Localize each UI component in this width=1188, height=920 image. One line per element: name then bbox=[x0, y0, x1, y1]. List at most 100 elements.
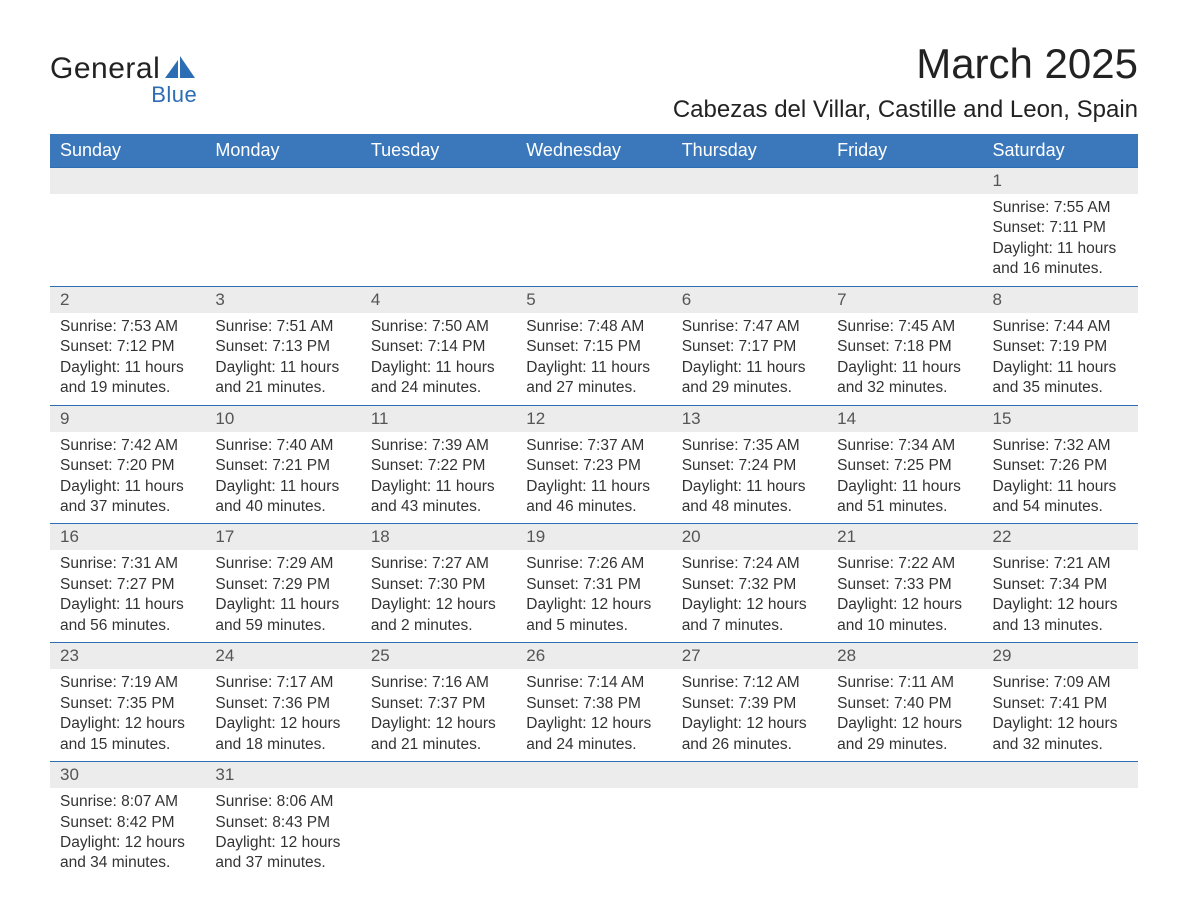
calendar-day-cell: 2Sunrise: 7:53 AMSunset: 7:12 PMDaylight… bbox=[50, 286, 205, 405]
daylight-text: Daylight: 12 hours and 26 minutes. bbox=[682, 714, 817, 755]
daylight-text: Daylight: 12 hours and 13 minutes. bbox=[993, 595, 1128, 636]
calendar-day-cell: 27Sunrise: 7:12 AMSunset: 7:39 PMDayligh… bbox=[672, 643, 827, 762]
sunrise-text: Sunrise: 7:50 AM bbox=[371, 317, 506, 337]
day-details bbox=[672, 788, 827, 848]
daylight-text: Daylight: 11 hours and 46 minutes. bbox=[526, 477, 661, 518]
sunrise-text: Sunrise: 8:07 AM bbox=[60, 792, 195, 812]
sunrise-text: Sunrise: 7:55 AM bbox=[993, 198, 1128, 218]
sunrise-text: Sunrise: 7:22 AM bbox=[837, 554, 972, 574]
sunset-text: Sunset: 7:22 PM bbox=[371, 456, 506, 476]
calendar-day-cell: 5Sunrise: 7:48 AMSunset: 7:15 PMDaylight… bbox=[516, 286, 671, 405]
day-details bbox=[672, 194, 827, 254]
sunset-text: Sunset: 7:31 PM bbox=[526, 575, 661, 595]
day-number: 5 bbox=[516, 287, 671, 313]
day-number: 17 bbox=[205, 524, 360, 550]
sunrise-text: Sunrise: 7:11 AM bbox=[837, 673, 972, 693]
sunrise-text: Sunrise: 7:45 AM bbox=[837, 317, 972, 337]
sunset-text: Sunset: 7:29 PM bbox=[215, 575, 350, 595]
day-details bbox=[361, 788, 516, 848]
sunset-text: Sunset: 7:36 PM bbox=[215, 694, 350, 714]
sunset-text: Sunset: 7:21 PM bbox=[215, 456, 350, 476]
day-details: Sunrise: 8:07 AMSunset: 8:42 PMDaylight:… bbox=[50, 788, 205, 880]
day-number: 10 bbox=[205, 406, 360, 432]
calendar-day-cell: 13Sunrise: 7:35 AMSunset: 7:24 PMDayligh… bbox=[672, 405, 827, 524]
day-number: 25 bbox=[361, 643, 516, 669]
sunset-text: Sunset: 7:24 PM bbox=[682, 456, 817, 476]
day-details bbox=[50, 194, 205, 254]
day-number: 9 bbox=[50, 406, 205, 432]
sunset-text: Sunset: 7:33 PM bbox=[837, 575, 972, 595]
day-details: Sunrise: 7:14 AMSunset: 7:38 PMDaylight:… bbox=[516, 669, 671, 761]
day-number: 27 bbox=[672, 643, 827, 669]
day-details bbox=[205, 194, 360, 254]
day-details: Sunrise: 7:19 AMSunset: 7:35 PMDaylight:… bbox=[50, 669, 205, 761]
sunset-text: Sunset: 7:12 PM bbox=[60, 337, 195, 357]
day-header: Friday bbox=[827, 134, 982, 168]
day-header-row: Sunday Monday Tuesday Wednesday Thursday… bbox=[50, 134, 1138, 168]
sunrise-text: Sunrise: 7:34 AM bbox=[837, 436, 972, 456]
calendar-day-cell bbox=[516, 762, 671, 880]
calendar-day-cell bbox=[983, 762, 1138, 880]
daylight-text: Daylight: 12 hours and 34 minutes. bbox=[60, 833, 195, 874]
sunrise-text: Sunrise: 7:27 AM bbox=[371, 554, 506, 574]
day-number: 29 bbox=[983, 643, 1138, 669]
sunset-text: Sunset: 7:20 PM bbox=[60, 456, 195, 476]
calendar-day-cell: 23Sunrise: 7:19 AMSunset: 7:35 PMDayligh… bbox=[50, 643, 205, 762]
day-number bbox=[361, 762, 516, 788]
day-number bbox=[516, 762, 671, 788]
sunset-text: Sunset: 7:40 PM bbox=[837, 694, 972, 714]
sunrise-text: Sunrise: 7:16 AM bbox=[371, 673, 506, 693]
day-number bbox=[361, 168, 516, 194]
calendar-day-cell: 3Sunrise: 7:51 AMSunset: 7:13 PMDaylight… bbox=[205, 286, 360, 405]
day-number: 6 bbox=[672, 287, 827, 313]
sunrise-text: Sunrise: 7:24 AM bbox=[682, 554, 817, 574]
day-header: Saturday bbox=[983, 134, 1138, 168]
calendar-day-cell: 29Sunrise: 7:09 AMSunset: 7:41 PMDayligh… bbox=[983, 643, 1138, 762]
calendar-day-cell: 1Sunrise: 7:55 AMSunset: 7:11 PMDaylight… bbox=[983, 168, 1138, 287]
day-details bbox=[516, 194, 671, 254]
calendar-day-cell bbox=[50, 168, 205, 287]
calendar-day-cell: 19Sunrise: 7:26 AMSunset: 7:31 PMDayligh… bbox=[516, 524, 671, 643]
day-details bbox=[516, 788, 671, 848]
daylight-text: Daylight: 11 hours and 19 minutes. bbox=[60, 358, 195, 399]
daylight-text: Daylight: 11 hours and 56 minutes. bbox=[60, 595, 195, 636]
daylight-text: Daylight: 11 hours and 51 minutes. bbox=[837, 477, 972, 518]
day-number bbox=[672, 168, 827, 194]
daylight-text: Daylight: 12 hours and 18 minutes. bbox=[215, 714, 350, 755]
daylight-text: Daylight: 12 hours and 37 minutes. bbox=[215, 833, 350, 874]
title-block: March 2025 Cabezas del Villar, Castille … bbox=[673, 40, 1138, 124]
sunset-text: Sunset: 7:13 PM bbox=[215, 337, 350, 357]
day-details: Sunrise: 7:29 AMSunset: 7:29 PMDaylight:… bbox=[205, 550, 360, 642]
day-number: 15 bbox=[983, 406, 1138, 432]
sunset-text: Sunset: 7:41 PM bbox=[993, 694, 1128, 714]
calendar-day-cell: 31Sunrise: 8:06 AMSunset: 8:43 PMDayligh… bbox=[205, 762, 360, 880]
calendar-day-cell: 11Sunrise: 7:39 AMSunset: 7:22 PMDayligh… bbox=[361, 405, 516, 524]
sunrise-text: Sunrise: 7:42 AM bbox=[60, 436, 195, 456]
calendar-day-cell: 17Sunrise: 7:29 AMSunset: 7:29 PMDayligh… bbox=[205, 524, 360, 643]
day-details: Sunrise: 7:35 AMSunset: 7:24 PMDaylight:… bbox=[672, 432, 827, 524]
calendar-day-cell: 14Sunrise: 7:34 AMSunset: 7:25 PMDayligh… bbox=[827, 405, 982, 524]
daylight-text: Daylight: 12 hours and 21 minutes. bbox=[371, 714, 506, 755]
calendar-day-cell: 15Sunrise: 7:32 AMSunset: 7:26 PMDayligh… bbox=[983, 405, 1138, 524]
sunset-text: Sunset: 7:15 PM bbox=[526, 337, 661, 357]
sunrise-text: Sunrise: 7:21 AM bbox=[993, 554, 1128, 574]
day-details: Sunrise: 7:11 AMSunset: 7:40 PMDaylight:… bbox=[827, 669, 982, 761]
day-details: Sunrise: 7:44 AMSunset: 7:19 PMDaylight:… bbox=[983, 313, 1138, 405]
day-number: 23 bbox=[50, 643, 205, 669]
calendar-day-cell: 16Sunrise: 7:31 AMSunset: 7:27 PMDayligh… bbox=[50, 524, 205, 643]
calendar-day-cell bbox=[205, 168, 360, 287]
day-number: 16 bbox=[50, 524, 205, 550]
day-header: Wednesday bbox=[516, 134, 671, 168]
day-number: 3 bbox=[205, 287, 360, 313]
sunrise-text: Sunrise: 7:31 AM bbox=[60, 554, 195, 574]
daylight-text: Daylight: 11 hours and 37 minutes. bbox=[60, 477, 195, 518]
sunrise-text: Sunrise: 7:29 AM bbox=[215, 554, 350, 574]
sunset-text: Sunset: 7:19 PM bbox=[993, 337, 1128, 357]
daylight-text: Daylight: 11 hours and 48 minutes. bbox=[682, 477, 817, 518]
day-number: 21 bbox=[827, 524, 982, 550]
calendar-day-cell bbox=[361, 762, 516, 880]
sunrise-text: Sunrise: 7:35 AM bbox=[682, 436, 817, 456]
daylight-text: Daylight: 11 hours and 24 minutes. bbox=[371, 358, 506, 399]
calendar-day-cell: 4Sunrise: 7:50 AMSunset: 7:14 PMDaylight… bbox=[361, 286, 516, 405]
day-number: 18 bbox=[361, 524, 516, 550]
